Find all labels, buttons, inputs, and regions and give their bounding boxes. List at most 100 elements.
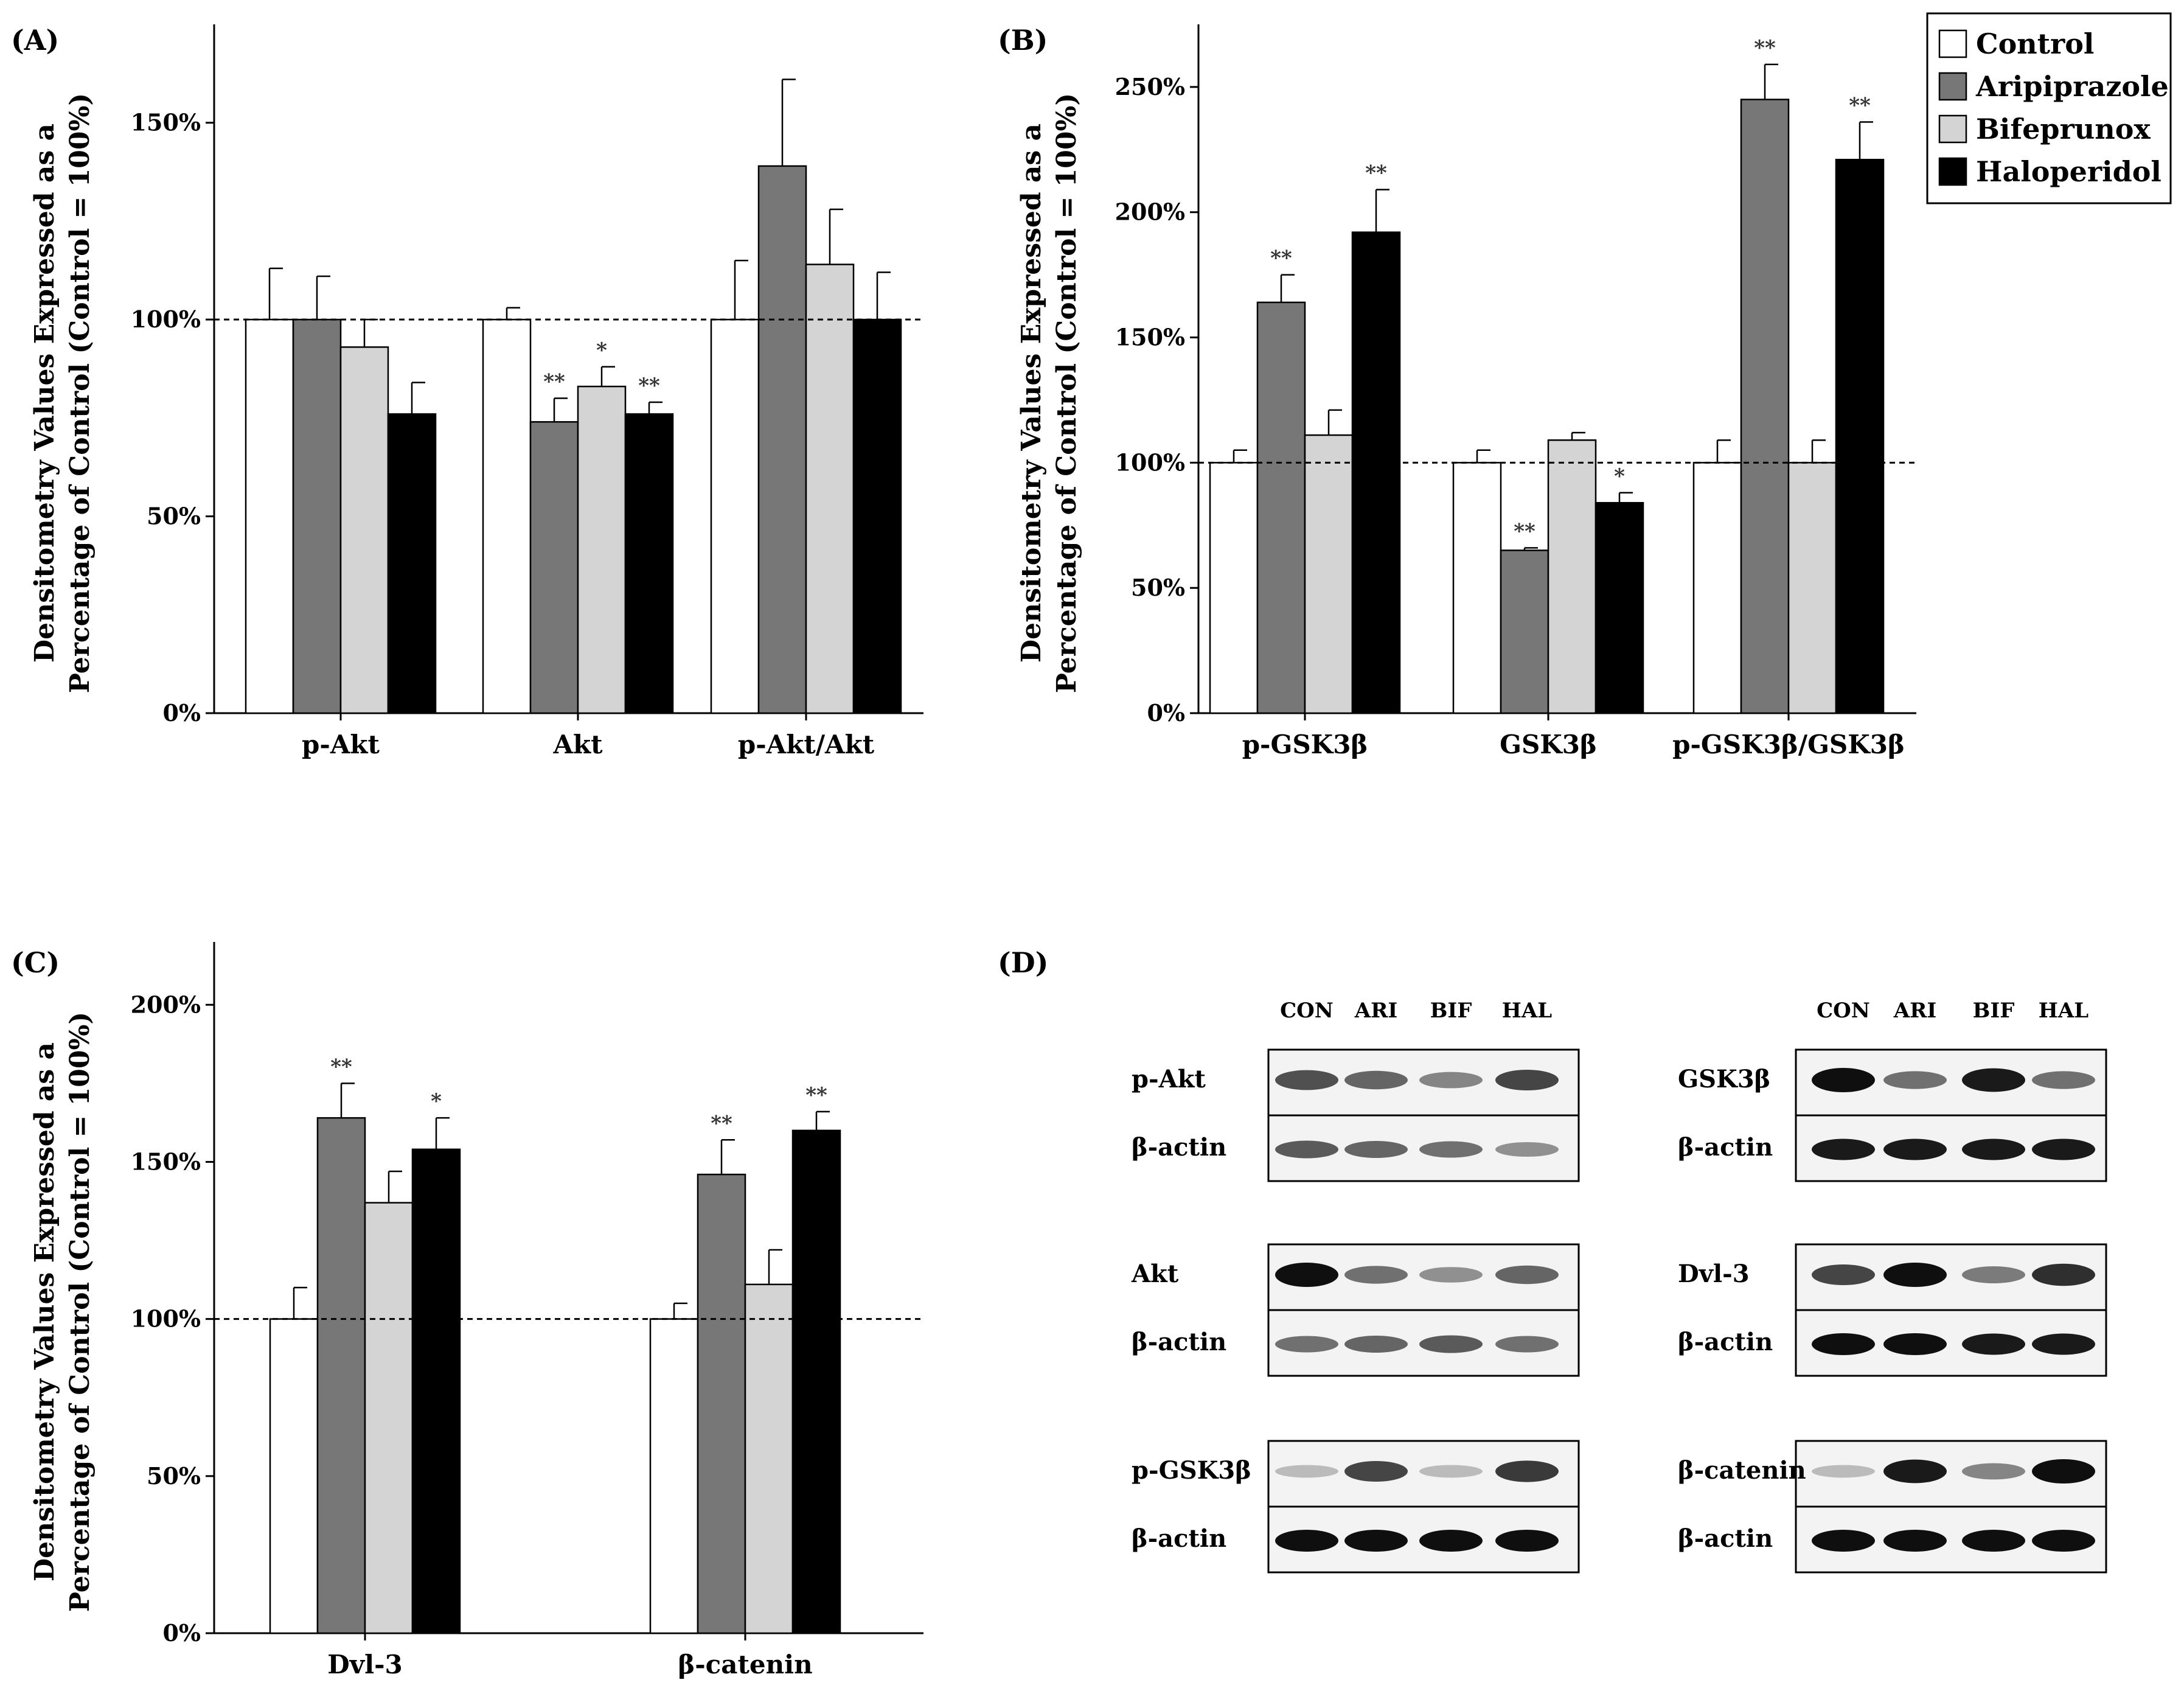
y-axis-title-line-2: Percentage of Control (Control = 100%)	[64, 93, 96, 693]
band-loading	[1419, 1530, 1483, 1552]
band-loading	[2032, 1333, 2095, 1355]
band-loading	[1419, 1141, 1483, 1158]
band-loading	[1962, 1333, 2025, 1355]
band-target	[1883, 1459, 1947, 1484]
lane-label: HAL	[2039, 999, 2089, 1023]
band-target	[1962, 1463, 2025, 1480]
y-tick-label: 0%	[1147, 699, 1185, 727]
significance-marker: *	[1614, 464, 1625, 489]
band-target	[2032, 1263, 2095, 1286]
blot-group-2: GSK3β β-actin	[1678, 1048, 2107, 1182]
bar-aripiprazole-2	[529, 421, 579, 714]
bar-control-3	[1692, 462, 1742, 714]
blot-loading-label: β-actin	[1132, 1133, 1226, 1162]
band-loading	[1344, 1530, 1408, 1552]
band-loading	[2032, 1530, 2095, 1552]
bar-aripiprazole-1	[1256, 301, 1306, 714]
bar-control-2	[1452, 462, 1502, 714]
legend-label-control: Control	[1976, 27, 2094, 60]
blot-target-label: GSK3β	[1678, 1065, 1770, 1093]
band-loading	[1419, 1335, 1483, 1353]
band-loading	[2032, 1138, 2095, 1160]
y-axis-title-line-2: Percentage of Control (Control = 100%)	[64, 1012, 96, 1612]
blot-group-3: Akt β-actin	[1131, 1243, 1580, 1377]
lane-label: BIF	[1430, 999, 1472, 1023]
band-loading	[1812, 1530, 1875, 1552]
bar-bifeprunox-1	[339, 346, 389, 714]
band-target	[1419, 1465, 1483, 1478]
western-blot-panel: (D)CON ARI BIF HAL CON ARI BIF HALp-Aktβ-actinG…	[998, 946, 2107, 1574]
y-tick-label: 200%	[1115, 198, 1185, 226]
band-target	[1495, 1265, 1559, 1285]
bar-aripiprazole-3	[1740, 99, 1790, 714]
band-target	[1812, 1264, 1875, 1285]
band-target	[1344, 1070, 1408, 1090]
blot-target-label: p-Akt	[1132, 1065, 1206, 1093]
y-axis-title-line-1: Densitometry Values Expressed as a	[29, 1042, 60, 1581]
blot-loading-label: β-actin	[1678, 1524, 1773, 1553]
blot-loading-label: β-actin	[1132, 1524, 1226, 1553]
blot-target-label: β-catenin	[1678, 1456, 1806, 1485]
band-target	[1419, 1267, 1483, 1283]
band-loading	[1495, 1142, 1559, 1157]
band-target	[1419, 1072, 1483, 1089]
band-loading	[1495, 1336, 1559, 1353]
band-loading	[1883, 1138, 1947, 1160]
y-tick-label: 100%	[1115, 448, 1185, 476]
category-label: p-GSK3β/GSK3β	[1672, 730, 1905, 759]
y-axis-title: Densitometry Values Expressed as a Percen…	[1016, 93, 1082, 693]
band-target	[2032, 1071, 2095, 1089]
bar-bifeprunox-2	[577, 385, 627, 714]
legend-swatch-bifeprunox	[1938, 114, 1967, 144]
y-tick-label: 250%	[1115, 73, 1185, 100]
significance-marker: **	[1270, 246, 1292, 271]
significance-marker: **	[1514, 519, 1535, 543]
chart-panel-3: (C) Densitometry Values Expressed as a Per…	[11, 942, 923, 1679]
bar-bifeprunox-2	[1547, 439, 1597, 714]
bar-haloperidol-3	[1835, 159, 1885, 714]
chart-panels: (A)Densitometry Values Expressed as a Per…	[11, 24, 1916, 1679]
y-tick-label: 100%	[131, 305, 201, 333]
category-label: p-GSK3β	[1242, 730, 1368, 759]
bar-haloperidol-3	[852, 318, 902, 714]
bar-bifeprunox-2	[744, 1283, 794, 1634]
bar-bifeprunox-1	[364, 1202, 414, 1634]
legend: Control Aripiprazole Bifeprunox Haloperidol	[1926, 12, 2172, 204]
y-axis-title: Densitometry Values Expressed as a Percen…	[29, 93, 96, 693]
band-target	[1812, 1465, 1875, 1478]
y-axis-title: Densitometry Values Expressed as a Percen…	[29, 1012, 96, 1612]
significance-marker: **	[805, 1083, 827, 1107]
legend-swatch-aripiprazole	[1938, 72, 1967, 101]
panel-label: (C)	[11, 946, 60, 979]
band-target	[2032, 1459, 2095, 1484]
band-target	[1275, 1465, 1338, 1478]
bar-control-3	[710, 318, 760, 714]
band-loading	[1275, 1140, 1338, 1159]
y-tick-label: 150%	[131, 1148, 201, 1175]
lane-label: CON	[1817, 999, 1870, 1023]
panel-label: (A)	[11, 24, 59, 57]
y-tick-label: 150%	[1115, 324, 1185, 351]
significance-marker: **	[1365, 161, 1387, 186]
lane-label: CON	[1280, 999, 1334, 1023]
band-loading	[1344, 1336, 1408, 1353]
blot-group-6: β-catenin β-actin	[1678, 1440, 2107, 1574]
band-target	[1883, 1263, 1947, 1287]
y-tick-label: 200%	[131, 991, 201, 1018]
bar-control-1	[245, 318, 294, 714]
chart-panel-2: (B) Densitometry Values Expressed as a Per…	[998, 24, 1916, 759]
y-tick-label: 150%	[131, 109, 201, 136]
y-axis-title-line-1: Densitometry Values Expressed as a	[1016, 124, 1047, 663]
legend-swatch-control	[1938, 29, 1967, 58]
y-tick-label: 0%	[162, 1619, 201, 1647]
category-label: Akt	[552, 730, 603, 759]
legend-label-bifeprunox: Bifeprunox	[1976, 113, 2151, 145]
bar-haloperidol-1	[411, 1148, 461, 1634]
bar-haloperidol-2	[624, 413, 674, 714]
significance-marker: **	[1849, 94, 1871, 118]
y-axis-title-line-2: Percentage of Control (Control = 100%)	[1051, 93, 1082, 693]
band-target	[1962, 1068, 2025, 1092]
bar-haloperidol-2	[791, 1129, 841, 1634]
legend-box	[1926, 12, 2172, 204]
